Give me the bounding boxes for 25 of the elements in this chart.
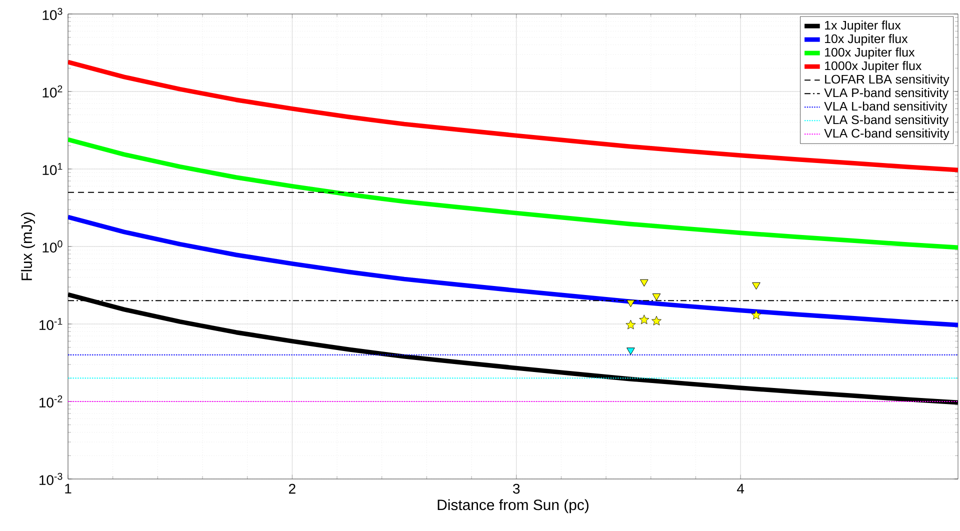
- x-tick-label: 2: [289, 484, 296, 494]
- y-tick-label: 10$^{2}$: [42, 85, 62, 98]
- x-tick-label: 4: [736, 484, 744, 494]
- legend-label: VLA L-band sensitivity: [824, 102, 948, 114]
- line-series: [68, 60, 958, 172]
- x-tick-label: 1: [65, 484, 72, 494]
- legend-label: 100x Jupiter flux: [825, 48, 915, 60]
- y-tick-label: 10$^{-1}$: [40, 318, 62, 330]
- legend-label: VLA C-band sensitivity: [824, 128, 950, 140]
- legend-label: LOFAR LBA sensitivity: [825, 74, 950, 86]
- y-tick-label: 10$^{3}$: [42, 8, 62, 20]
- y-tick-label: 10$^{-3}$: [40, 472, 62, 486]
- y-axis-title: Flux (mJy): [21, 212, 35, 280]
- legend-label: 10x Jupiter flux: [825, 34, 908, 46]
- y-tick-label: 10$^{0}$: [42, 240, 62, 253]
- line-series: [68, 214, 958, 328]
- y-tick-label: 10$^{-2}$: [40, 395, 62, 408]
- legend-label: 1000x Jupiter flux: [825, 61, 922, 73]
- x-tick-label: 3: [513, 484, 520, 494]
- legend-label: VLA P-band sensitivity: [824, 88, 949, 100]
- legend-label: VLA S-band sensitivity: [824, 115, 949, 127]
- line-series: [68, 292, 958, 405]
- x-axis-title: Distance from Sun (pc): [438, 499, 588, 514]
- legend-label: 1x Jupiter flux: [825, 20, 901, 32]
- y-tick-label: 10$^{1}$: [42, 162, 62, 176]
